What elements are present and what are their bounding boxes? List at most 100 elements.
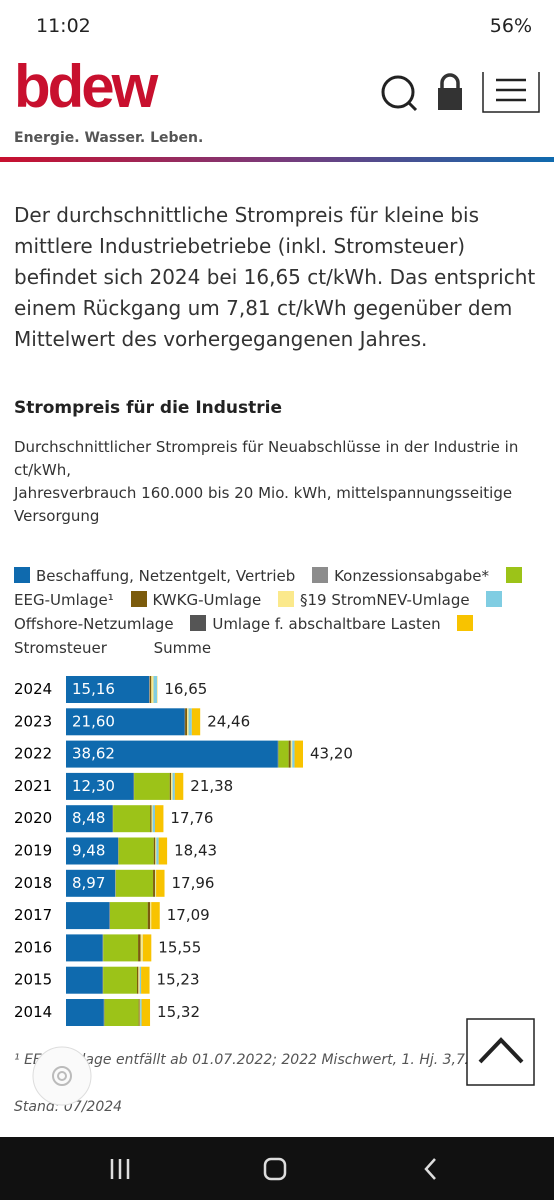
bar-segment <box>141 967 149 994</box>
bar-segment <box>150 805 151 832</box>
bar-segment <box>141 934 143 961</box>
bar-segment <box>155 838 156 865</box>
menu-button[interactable] <box>483 72 539 112</box>
bar-segment <box>187 708 188 735</box>
category-label: 2020 <box>14 809 52 827</box>
bar-segment <box>104 999 105 1026</box>
bar-segment <box>113 805 150 832</box>
bar-segment <box>189 708 192 735</box>
bar-segment <box>170 773 171 800</box>
legend-label: Stromsteuer <box>14 639 107 657</box>
status-bar: 11:02 56% <box>0 0 554 40</box>
total-label: 18,43 <box>174 842 217 860</box>
bar-segment <box>150 902 151 929</box>
bar-segment <box>66 934 103 961</box>
bar-segment <box>103 967 137 994</box>
bar-segment <box>291 741 292 768</box>
legend-swatch <box>457 615 473 631</box>
recent-apps[interactable] <box>112 1159 128 1179</box>
fingerprint-button[interactable] <box>28 1042 96 1110</box>
bar-segment <box>109 902 110 929</box>
lock-icon[interactable] <box>438 75 462 110</box>
category-label: 2017 <box>14 906 52 924</box>
category-label: 2015 <box>14 971 52 989</box>
total-label: 17,96 <box>172 874 215 892</box>
segment-label: 15,16 <box>72 680 115 698</box>
segment-label: 8,48 <box>72 809 105 827</box>
search-icon[interactable] <box>383 77 416 110</box>
bar-segment <box>154 676 158 703</box>
bar-segment <box>156 870 164 897</box>
legend-swatch <box>278 591 294 607</box>
bar-segment <box>113 805 114 832</box>
legend-item: Beschaffung, Netzentgelt, Vertrieb <box>14 567 295 585</box>
category-label: 2024 <box>14 680 52 698</box>
legend-label: Summe <box>154 639 211 657</box>
bar-segment <box>138 967 139 994</box>
category-label: 2018 <box>14 874 52 892</box>
total-label: 17,76 <box>170 809 213 827</box>
segment-label: 38,62 <box>72 745 115 763</box>
category-label: 2016 <box>14 938 52 956</box>
legend-label: Umlage f. abschaltbare Lasten <box>212 615 440 633</box>
total-label: 15,32 <box>157 1003 200 1021</box>
legend-label: §19 StromNEV-Umlage <box>300 591 470 609</box>
total-label: 43,20 <box>310 745 353 763</box>
bar-segment <box>295 741 303 768</box>
bar-segment <box>171 773 172 800</box>
bar-segment <box>110 902 148 929</box>
bar-segment <box>103 934 138 961</box>
bar-segment <box>142 999 150 1026</box>
legend-swatch <box>506 567 522 583</box>
category-label: 2019 <box>14 842 52 860</box>
category-label: 2021 <box>14 777 52 795</box>
segment-label: 8,97 <box>72 874 105 892</box>
bar-segment <box>115 870 116 897</box>
header-stripe <box>0 157 554 162</box>
logo[interactable]: bdew <box>14 52 155 121</box>
segment-label: 9,48 <box>72 842 105 860</box>
bar-segment <box>292 741 294 768</box>
bar-segment <box>149 676 150 703</box>
bar-segment <box>151 902 159 929</box>
bar-segment <box>175 773 183 800</box>
bar-segment <box>154 838 156 865</box>
legend-swatch <box>312 567 328 583</box>
bar-segment <box>173 773 175 800</box>
nav-icons <box>0 1137 554 1200</box>
bar-segment <box>134 773 170 800</box>
bar-segment <box>103 967 104 994</box>
legend-item: Umlage f. abschaltbare Lasten <box>190 615 440 633</box>
legend-swatch <box>190 615 206 631</box>
bar-segment <box>148 902 150 929</box>
bar-segment <box>278 741 288 768</box>
bar-segment <box>151 805 152 832</box>
total-label: 21,38 <box>190 777 233 795</box>
bar-segment <box>192 708 200 735</box>
tagline: Energie. Wasser. Leben. <box>14 130 203 146</box>
bar-segment <box>159 838 167 865</box>
legend-label: KWKG-Umlage <box>153 591 262 609</box>
bar-segment <box>289 741 291 768</box>
subtitle-line: Durchschnittlicher Strompreis für Neuabs… <box>14 436 544 482</box>
bar-segment <box>139 999 140 1026</box>
bar-segment <box>66 999 104 1026</box>
bar-segment <box>137 967 138 994</box>
back[interactable] <box>426 1159 435 1179</box>
scroll-top-button[interactable] <box>466 1018 536 1086</box>
bar-segment <box>104 999 138 1026</box>
category-label: 2023 <box>14 712 52 730</box>
home[interactable] <box>265 1159 285 1179</box>
legend-swatch <box>14 567 30 583</box>
total-label: 15,55 <box>158 938 201 956</box>
clock: 11:02 <box>36 15 91 37</box>
bar-segment <box>150 676 152 703</box>
bar-segment <box>153 870 155 897</box>
total-label: 17,09 <box>167 906 210 924</box>
battery: 56% <box>490 15 532 37</box>
intro-text: Der durchschnittliche Strompreis für kle… <box>14 200 544 355</box>
subtitle-line: Jahresverbrauch 160.000 bis 20 Mio. kWh,… <box>14 482 544 528</box>
bar-segment <box>140 999 141 1026</box>
bar-segment <box>119 838 154 865</box>
